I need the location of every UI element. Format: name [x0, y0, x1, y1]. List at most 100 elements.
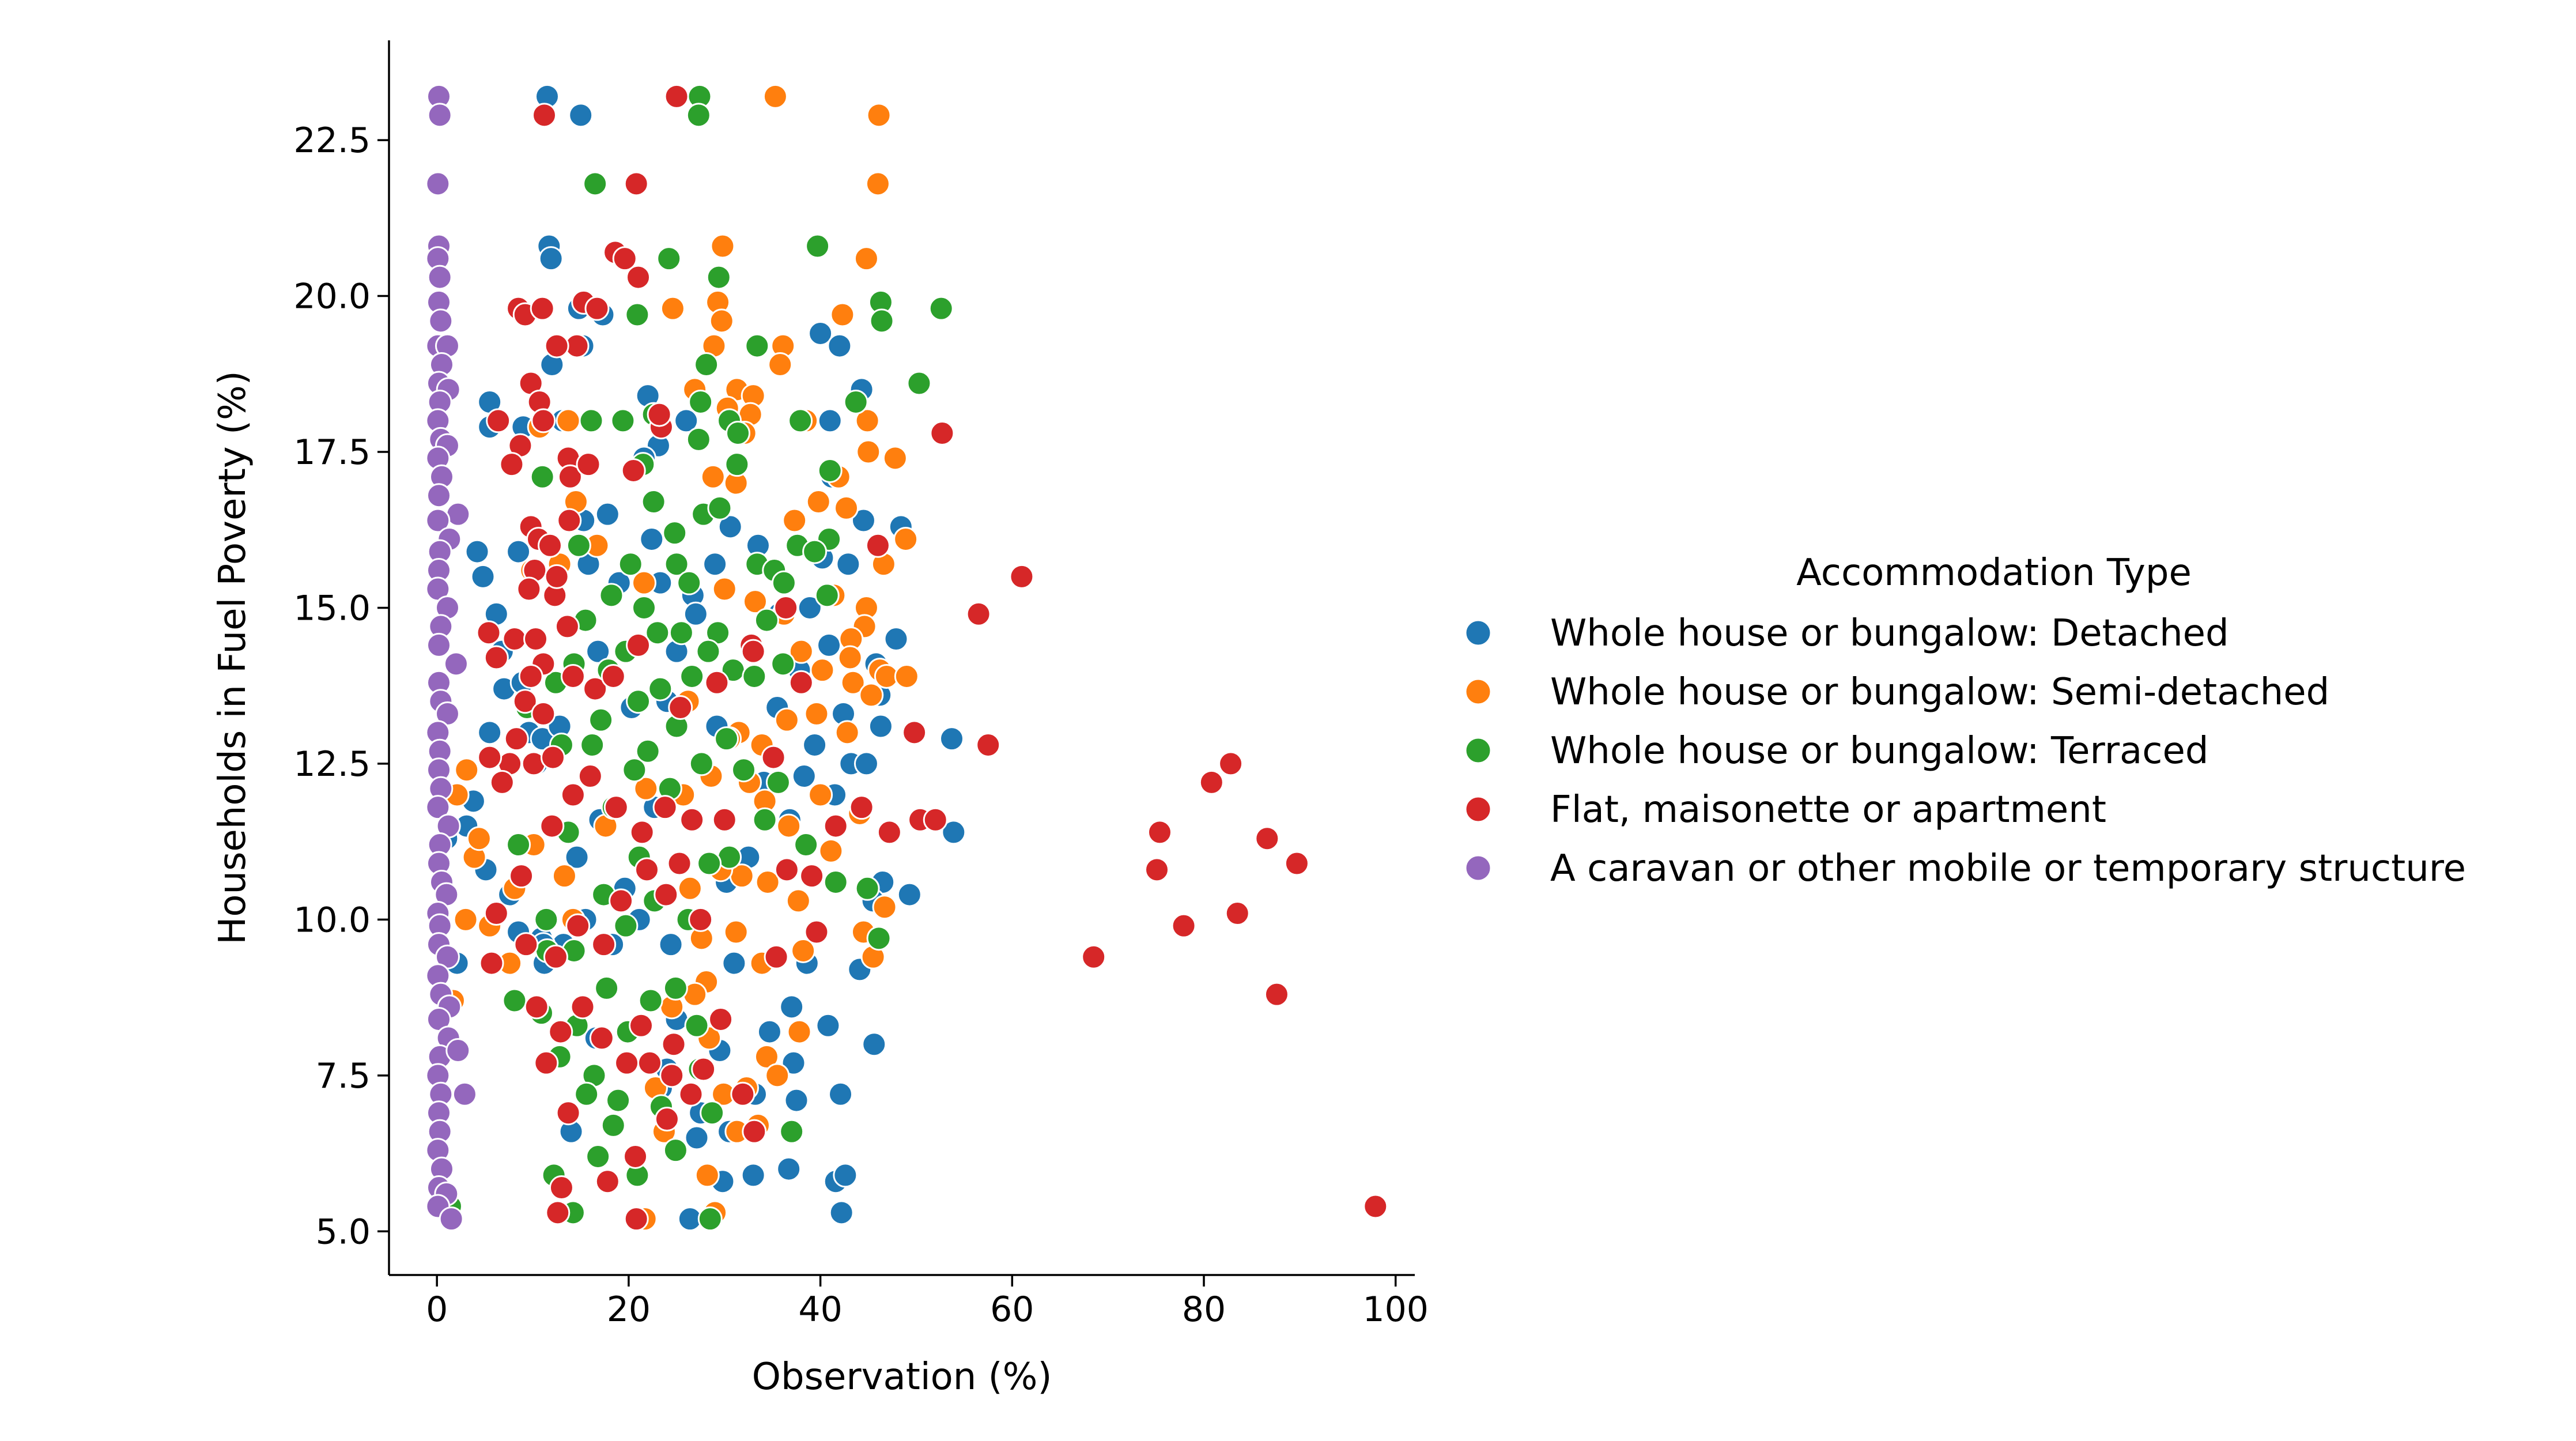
data-point-series-3 [817, 458, 843, 483]
data-point-series-2 [742, 589, 768, 614]
data-point-series-4 [804, 919, 829, 945]
data-point-series-4 [554, 614, 580, 639]
data-point-series-3 [679, 663, 705, 689]
data-point-series-3 [599, 583, 624, 608]
data-point-series-2 [785, 888, 811, 914]
data-point-series-3 [906, 371, 932, 396]
data-point-series-4 [589, 1025, 614, 1051]
data-point-series-4 [624, 171, 649, 197]
data-point-series-4 [484, 645, 509, 670]
data-point-series-4 [543, 944, 568, 970]
data-point-series-3 [802, 539, 828, 564]
legend-label: Whole house or bungalow: Terraced [1550, 730, 2208, 772]
data-point-series-3 [823, 869, 848, 895]
data-point-series-3 [613, 913, 639, 938]
data-point-series-4 [626, 632, 651, 658]
data-point-series-4 [548, 1019, 573, 1044]
data-point-series-1 [828, 1081, 853, 1107]
data-point-series-2 [723, 919, 749, 945]
data-point-series-2 [865, 171, 890, 197]
data-point-series-4 [549, 1175, 574, 1201]
data-point-series-3 [779, 1119, 804, 1144]
data-point-series-2 [840, 670, 866, 695]
data-point-series-2 [712, 576, 737, 602]
data-point-series-2 [855, 408, 880, 433]
data-point-series-4 [584, 296, 610, 321]
data-point-series-2 [774, 707, 799, 733]
data-point-series-5 [426, 632, 452, 658]
data-point-series-5 [439, 1206, 464, 1232]
data-point-series-4 [742, 1119, 767, 1144]
data-point-series-4 [659, 1063, 685, 1088]
data-point-series-3 [635, 738, 660, 764]
data-point-series-4 [902, 720, 927, 745]
data-point-series-4 [512, 689, 538, 714]
data-point-series-4 [530, 296, 555, 321]
data-point-series-4 [516, 576, 542, 602]
legend-marker [1464, 854, 1492, 882]
data-point-series-1 [784, 1088, 809, 1113]
data-point-series-2 [837, 645, 863, 670]
data-point-series-4 [504, 726, 529, 752]
data-point-series-2 [633, 776, 659, 801]
data-point-series-3 [794, 832, 819, 858]
data-point-series-4 [539, 813, 565, 839]
legend-label: Whole house or bungalow: Semi-detached [1550, 671, 2329, 714]
data-point-series-4 [849, 795, 874, 820]
data-point-series-4 [499, 452, 524, 477]
data-point-series-4 [502, 627, 527, 652]
data-point-series-1 [779, 994, 804, 1020]
data-point-series-3 [618, 552, 643, 577]
data-point-series-4 [1081, 944, 1106, 970]
data-point-series-1 [829, 1200, 854, 1225]
data-point-series-4 [560, 782, 586, 808]
data-point-series-3 [765, 769, 791, 795]
data-point-series-3 [866, 926, 892, 951]
data-point-series-3 [656, 246, 682, 271]
data-point-series-1 [684, 1125, 709, 1150]
data-point-series-4 [534, 1050, 559, 1076]
data-point-series-5 [427, 265, 452, 290]
data-point-series-4 [556, 1100, 581, 1126]
x-ticks: 0 20 40 60 80 100 [426, 1275, 1429, 1330]
data-point-series-3 [580, 732, 605, 757]
data-point-series-4 [518, 663, 543, 689]
data-point-series-4 [513, 932, 539, 957]
y-tick-label: 15.0 [293, 588, 371, 628]
data-point-series-2 [754, 1044, 779, 1069]
data-point-series-3 [697, 1206, 723, 1232]
data-point-series-2 [677, 876, 702, 901]
data-point-series-3 [770, 651, 796, 677]
data-point-series-3 [700, 1100, 725, 1126]
data-point-series-3 [771, 570, 796, 595]
data-point-series-4 [1009, 564, 1034, 589]
data-point-series-4 [741, 639, 766, 664]
data-point-series-4 [489, 769, 515, 795]
data-point-series-3 [622, 757, 647, 783]
legend-marker [1464, 619, 1492, 647]
data-point-series-1 [797, 595, 822, 620]
data-point-series-1 [802, 732, 828, 757]
data-point-series-3 [686, 103, 711, 128]
data-point-series-1 [836, 552, 861, 577]
data-point-series-4 [654, 1107, 679, 1132]
data-point-series-5 [445, 1038, 471, 1063]
data-point-series-4 [966, 601, 991, 627]
data-point-series-4 [544, 333, 569, 359]
data-point-series-1 [817, 408, 843, 433]
data-point-series-3 [632, 595, 657, 620]
data-point-series-4 [664, 84, 689, 109]
data-point-series-2 [856, 439, 881, 465]
data-point-series-4 [600, 663, 626, 689]
data-point-series-4 [576, 452, 601, 477]
data-point-series-2 [834, 495, 859, 520]
data-point-series-3 [706, 265, 731, 290]
data-point-series-3 [663, 975, 688, 1001]
data-point-series-5 [425, 508, 451, 533]
data-point-series-4 [484, 901, 509, 926]
data-point-series-4 [612, 246, 637, 271]
data-point-series-4 [477, 745, 503, 770]
data-point-series-3 [677, 570, 702, 595]
data-point-series-5 [428, 308, 454, 334]
